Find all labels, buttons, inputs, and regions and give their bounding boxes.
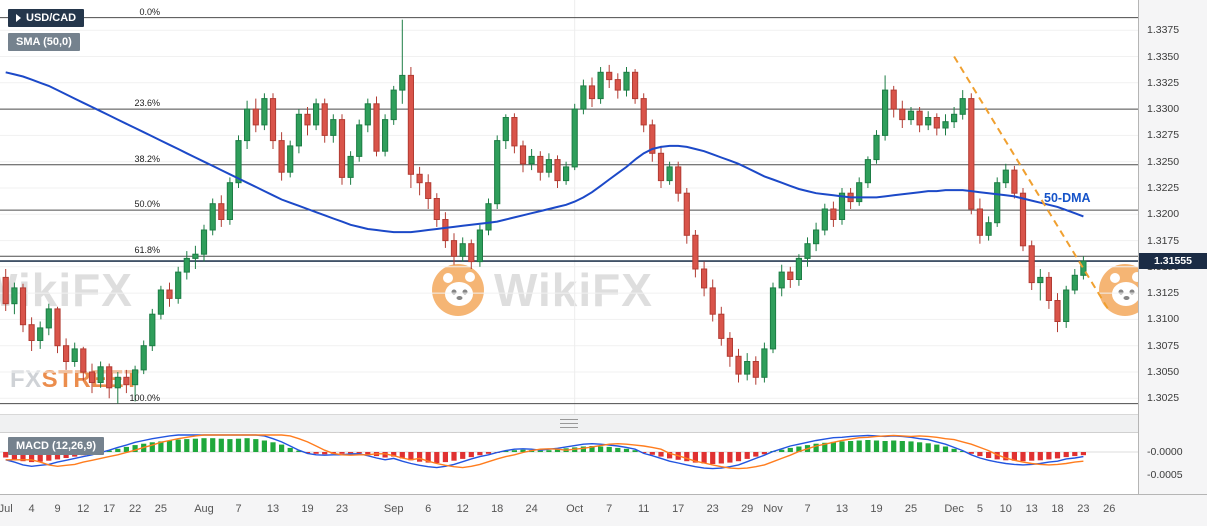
price-axis-label: 1.3375: [1147, 24, 1180, 37]
time-axis-label: 19: [870, 503, 883, 515]
time-axis-label: Sep: [383, 503, 404, 515]
time-axis-label: 18: [1051, 503, 1064, 515]
symbol-legend[interactable]: USD/CAD: [8, 9, 85, 27]
sma-label: SMA (50,0): [16, 36, 72, 48]
price-axis-label: 1.3350: [1147, 50, 1180, 63]
time-axis-label: 19: [301, 503, 314, 515]
time-axis-label: Jul: [0, 503, 13, 515]
price-axis-label: 1.3050: [1147, 366, 1180, 378]
time-axis-label: 4: [28, 503, 35, 515]
time-axis-label: 25: [154, 503, 168, 515]
time-axis-label: 22: [128, 503, 142, 515]
price-axis-label: 1.3075: [1147, 339, 1180, 352]
fib-level-label: 61.8%: [134, 245, 160, 256]
pane-separator: [0, 414, 1138, 433]
fib-level-label: 50.0%: [134, 199, 160, 210]
watermark: WikiFX: [432, 263, 653, 317]
time-axis-label: 24: [525, 503, 538, 515]
time-axis-label: 13: [1025, 503, 1038, 515]
time-axis-label: 18: [491, 503, 504, 515]
time-axis-label: 9: [54, 503, 61, 515]
time-axis-label: Aug: [194, 503, 214, 515]
symbol-label: USD/CAD: [26, 12, 77, 24]
price-pane[interactable]: [0, 0, 1138, 414]
time-axis-label: 13: [266, 503, 280, 515]
time-axis-label: Nov: [763, 503, 783, 515]
time-axis-label: 7: [235, 503, 242, 515]
price-axis-label: 1.3275: [1147, 129, 1180, 142]
fxstreet-logo-fx: FX: [10, 366, 42, 393]
macd-axis-label: -0.0000: [1147, 446, 1183, 458]
time-axis-label: 12: [456, 503, 469, 515]
fib-level-label: 100.0%: [129, 392, 160, 403]
macd-legend[interactable]: MACD (12,26,9): [8, 437, 105, 455]
time-axis-label: 10: [999, 503, 1012, 515]
price-axis-label: 1.3225: [1147, 182, 1180, 194]
price-axis-label: 1.3125: [1147, 287, 1180, 300]
price-axis-label: 1.3200: [1147, 208, 1180, 221]
time-axis-label: Oct: [566, 503, 584, 515]
price-axis-label: 1.3250: [1147, 155, 1180, 168]
time-axis-label: 17: [672, 503, 685, 515]
price-axis[interactable]: 1.3375 1.3350 1.3325 1.3300 1.3275 1.3250 1.32…: [1138, 0, 1207, 494]
time-axis-label: 23: [706, 503, 719, 515]
price-axis-label: 1.3325: [1147, 76, 1180, 89]
time-axis-label: 26: [1103, 503, 1116, 515]
macd-pane[interactable]: [0, 433, 1138, 493]
time-axis-label: 11: [637, 503, 650, 515]
price-axis-label: 1.3175: [1147, 234, 1180, 247]
fib-level-label: 0.0%: [139, 6, 160, 17]
time-axis-label: 23: [335, 503, 349, 515]
time-axis-label: 12: [77, 503, 90, 515]
instrument-icon: [16, 14, 21, 22]
price-axis-label: 1.3100: [1147, 313, 1180, 326]
macd-label: MACD (12,26,9): [16, 440, 97, 452]
watermark-text: WikiFX: [494, 264, 653, 316]
price-axis-label: 1.3300: [1147, 103, 1180, 116]
time-axis-label: 25: [904, 503, 918, 515]
time-axis-label: 29: [741, 503, 754, 515]
last-price-badge: 1.31555: [1139, 253, 1207, 270]
time-axis-label: 17: [103, 503, 116, 515]
time-axis-label: 7: [606, 503, 613, 515]
fib-level-label: 23.6%: [134, 98, 160, 109]
pane-resize-handle[interactable]: [560, 419, 578, 428]
sma-legend[interactable]: SMA (50,0): [8, 33, 80, 51]
time-axis-label: 6: [425, 503, 432, 515]
time-axis-label: 13: [835, 503, 849, 515]
fib-level-label: 38.2%: [134, 153, 160, 164]
time-axis[interactable]: Jul 4 9 12 17 22 25 Aug 7 13 19 23 Sep 6 12 18 24 Oct 7 11 1…: [0, 494, 1207, 526]
macd-axis-label: -0.0005: [1147, 469, 1183, 481]
time-axis-label: Dec: [944, 503, 964, 515]
time-axis-label: 23: [1077, 503, 1090, 515]
time-axis-label: 5: [976, 503, 983, 515]
time-axis-label: 7: [804, 503, 811, 515]
dma-label: 50-DMA: [1044, 191, 1091, 205]
price-axis-label: 1.3025: [1147, 392, 1180, 405]
